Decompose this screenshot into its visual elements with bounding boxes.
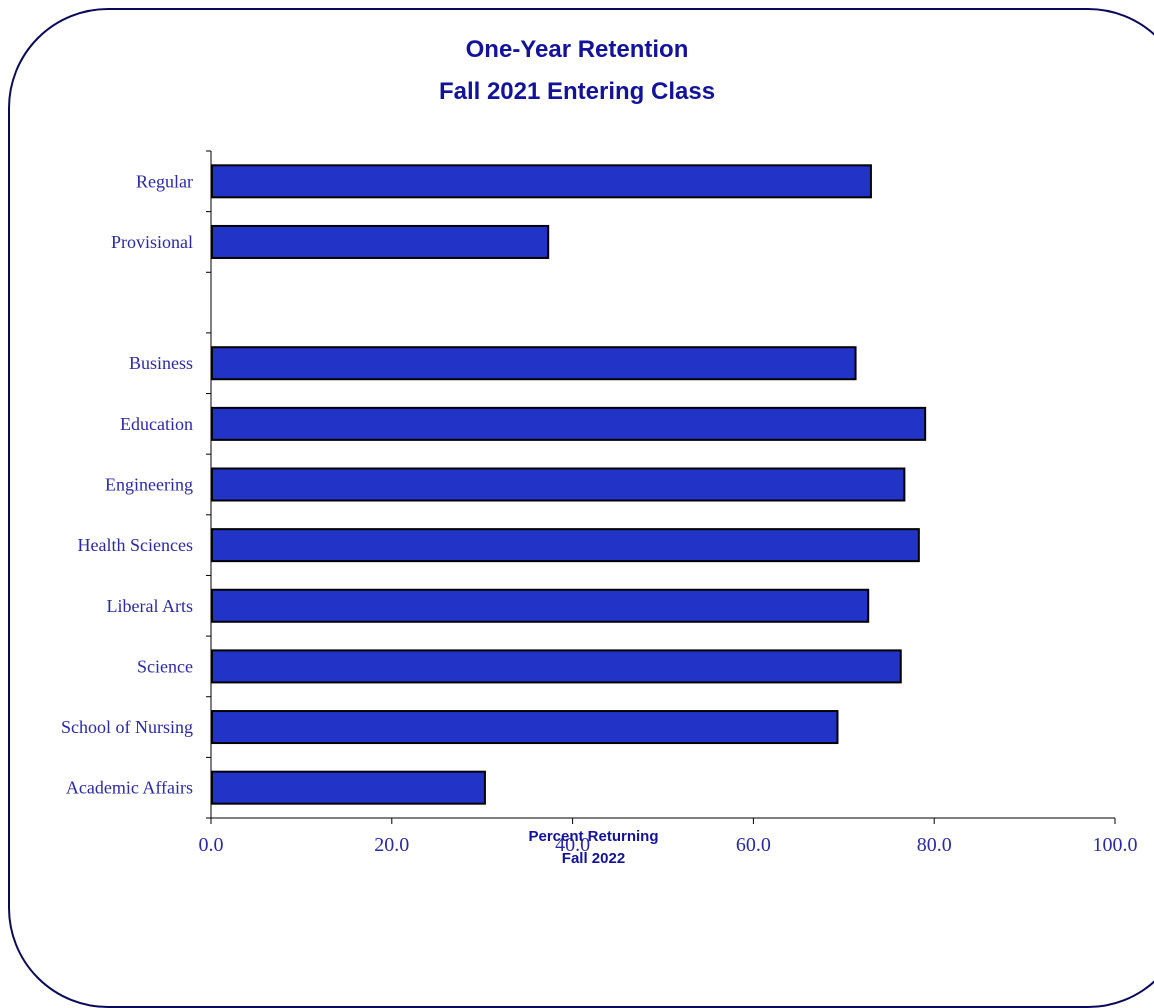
- x-axis-label-line2: Fall 2022: [561, 850, 626, 867]
- bar: [211, 588, 870, 623]
- bar: [211, 649, 902, 684]
- category-label: Engineering: [105, 475, 193, 495]
- x-tick-label: 80.0: [917, 834, 952, 856]
- category-label: School of Nursing: [61, 717, 193, 737]
- x-tick-label: 60.0: [736, 834, 771, 856]
- x-tick-label: 100.0: [1093, 834, 1138, 856]
- bar-chart: Regular Provisional Business Education Engin…: [61, 150, 1138, 856]
- category-label: Business: [129, 353, 193, 373]
- category-label: Provisional: [111, 232, 193, 252]
- bar: [211, 770, 486, 805]
- chart-title-line1: One-Year Retention: [465, 36, 689, 63]
- x-axis-label-line1: Percent Returning: [528, 828, 659, 845]
- x-tick-label: 20.0: [374, 834, 409, 856]
- bar: [211, 224, 550, 259]
- chart-title-line2: Fall 2021 Entering Class: [438, 78, 716, 105]
- bar: [211, 467, 906, 502]
- category-label: Health Sciences: [78, 535, 193, 555]
- x-tick-label: 40.0: [555, 834, 590, 856]
- bar: [211, 164, 872, 199]
- x-tick-label: 0.0: [199, 834, 224, 856]
- category-label: Liberal Arts: [107, 596, 193, 616]
- category-label: Science: [137, 656, 193, 676]
- category-label: Education: [120, 414, 193, 434]
- bar: [211, 406, 927, 441]
- category-label: Academic Affairs: [66, 778, 193, 798]
- bar: [211, 528, 920, 563]
- bar: [211, 346, 857, 381]
- category-label: Regular: [136, 171, 193, 191]
- bar: [211, 710, 839, 745]
